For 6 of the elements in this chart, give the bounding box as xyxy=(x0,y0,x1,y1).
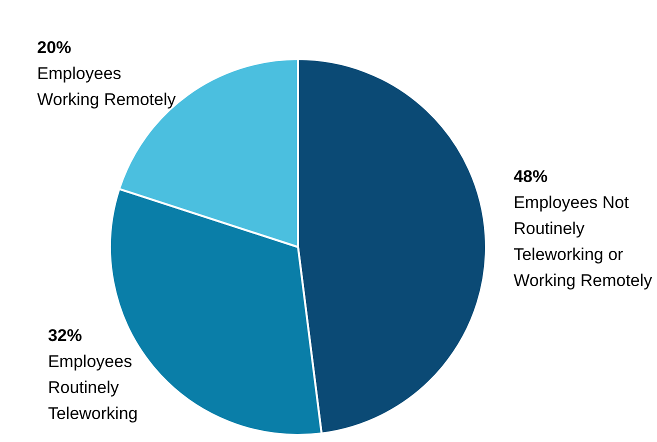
slice-label: Employees Routinely Teleworking xyxy=(48,352,138,423)
slice-label: Employees Working Remotely xyxy=(37,64,176,109)
data-label: 48% xyxy=(514,167,548,186)
slice-label: Employees Not Routinely Teleworking or Working Remotely xyxy=(514,193,653,290)
data-label: 32% xyxy=(48,326,82,345)
data-label: 20% xyxy=(37,38,72,57)
